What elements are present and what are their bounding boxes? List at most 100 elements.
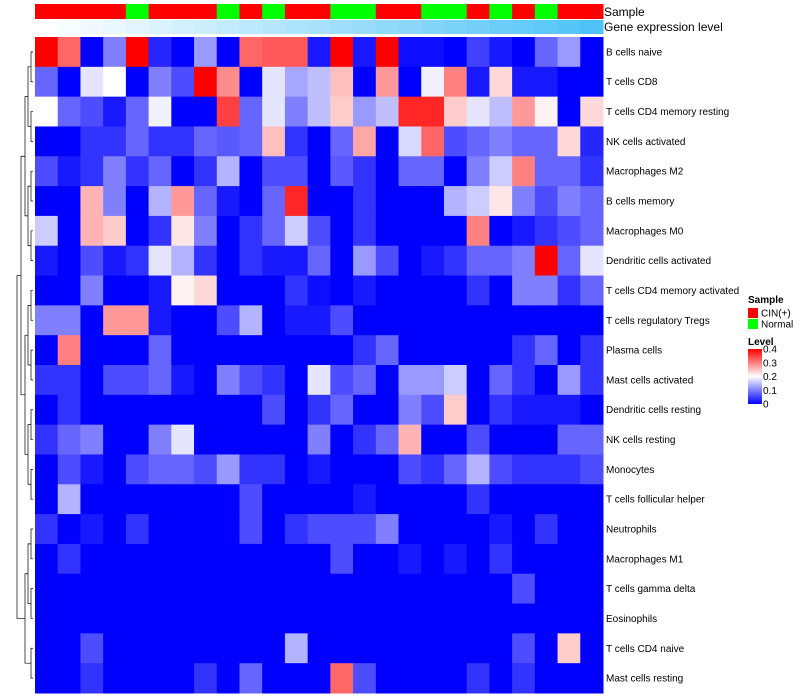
heatmap-cell [125,126,150,157]
heatmap-cell [239,126,263,157]
heatmap-cell [284,305,309,336]
heatmap-cell [194,514,218,545]
heatmap-cell [216,365,240,396]
heatmap-cell [512,394,536,426]
heatmap-cell [466,37,490,68]
heatmap-cell [353,96,377,127]
heatmap-cell [398,186,422,217]
row-label: Mast cells activated [606,375,693,386]
heatmap-cell [35,603,59,634]
dendrogram-branch [30,409,33,440]
heatmap-cell [330,394,354,426]
heatmap-cell [466,186,490,217]
heatmap-cell [330,484,354,515]
heatmap-cell [171,126,195,157]
heatmap-cell [80,543,104,575]
heatmap-cell [125,424,150,455]
heatmap-cell [375,424,400,455]
heatmap-cell [125,365,150,396]
heatmap-cell [35,633,59,664]
heatmap-cell [534,66,559,98]
heatmap-cell [580,633,604,664]
heatmap-cell [466,156,490,187]
heatmap-cell [580,424,604,455]
heatmap-cell [557,335,581,366]
heatmap-cell [580,37,604,68]
gene-expression-annotation-cell [35,20,59,34]
row-label: Macrophages M2 [606,167,684,178]
heatmap-cell [534,663,559,694]
gene-expression-annotation-cell [307,20,331,34]
heatmap-cell [353,394,377,426]
heatmap-cell [307,66,331,98]
heatmap-cell [239,663,263,694]
heatmap-cell [534,245,559,277]
heatmap-cell [398,663,422,694]
sample-annotation-cell [330,4,354,19]
heatmap-cell [512,514,536,545]
legend-level-tick: 0.3 [763,358,777,369]
heatmap-cell [307,365,331,396]
heatmap-cell [421,603,445,634]
heatmap-cell [57,424,81,455]
heatmap-cell [580,335,604,366]
heatmap-cell [171,424,195,455]
heatmap-cell [580,603,604,634]
heatmap-cell [125,305,150,336]
heatmap-cell [353,186,377,217]
heatmap-cell [353,484,377,515]
heatmap-cell [239,335,263,366]
heatmap-cell [330,514,354,545]
heatmap-cell [284,156,309,187]
heatmap-cell [375,663,400,694]
sample-annotation-bar [35,4,604,19]
heatmap-cell [398,394,422,426]
heatmap-cell [194,305,218,336]
heatmap-cell [171,96,195,127]
gene-expression-annotation-cell [580,20,604,34]
sample-annotation-cell [80,4,104,19]
heatmap-cell [125,484,150,515]
heatmap-cell [262,186,286,217]
heatmap-cell [284,66,309,98]
heatmap-cell [307,245,331,277]
heatmap-cell [580,514,604,545]
heatmap-cell [330,454,354,485]
heatmap-cell [239,514,263,545]
gene-expression-annotation-cell [194,20,218,34]
heatmap-cell [512,484,536,515]
heatmap-cell [307,335,331,366]
heatmap-cell [398,96,422,127]
dendrogram-branch [30,349,33,381]
heatmap-cell [125,245,150,277]
heatmap-cell [57,66,81,98]
heatmap-cell [421,37,445,68]
dendrogram-branch [24,334,28,455]
heatmap-cell [375,514,400,545]
heatmap-cell [512,365,536,396]
heatmap-cell [284,275,309,306]
heatmap-cell [80,156,104,187]
heatmap-cell [239,484,263,515]
heatmap-cell [489,573,513,605]
heatmap-cell [512,424,536,455]
heatmap-cell [330,305,354,336]
sample-annotation-label: Sample [604,5,645,19]
heatmap-cell [103,365,127,396]
heatmap-cell [35,156,59,187]
heatmap-cell [284,37,309,68]
row-label: Plasma cells [606,346,662,357]
heatmap-cell [125,633,150,664]
heatmap-cell [35,424,59,455]
heatmap-cell [466,633,490,664]
dendrogram-branch [30,51,33,83]
heatmap-cell [80,365,104,396]
heatmap-cell [421,96,445,127]
heatmap-cell [148,514,172,545]
dendrogram-branch [30,230,33,261]
heatmap-cell [284,603,309,634]
heatmap-cell [194,454,218,485]
heatmap-cell [580,275,604,306]
heatmap-cell [80,66,104,98]
heatmap-cell [353,66,377,98]
